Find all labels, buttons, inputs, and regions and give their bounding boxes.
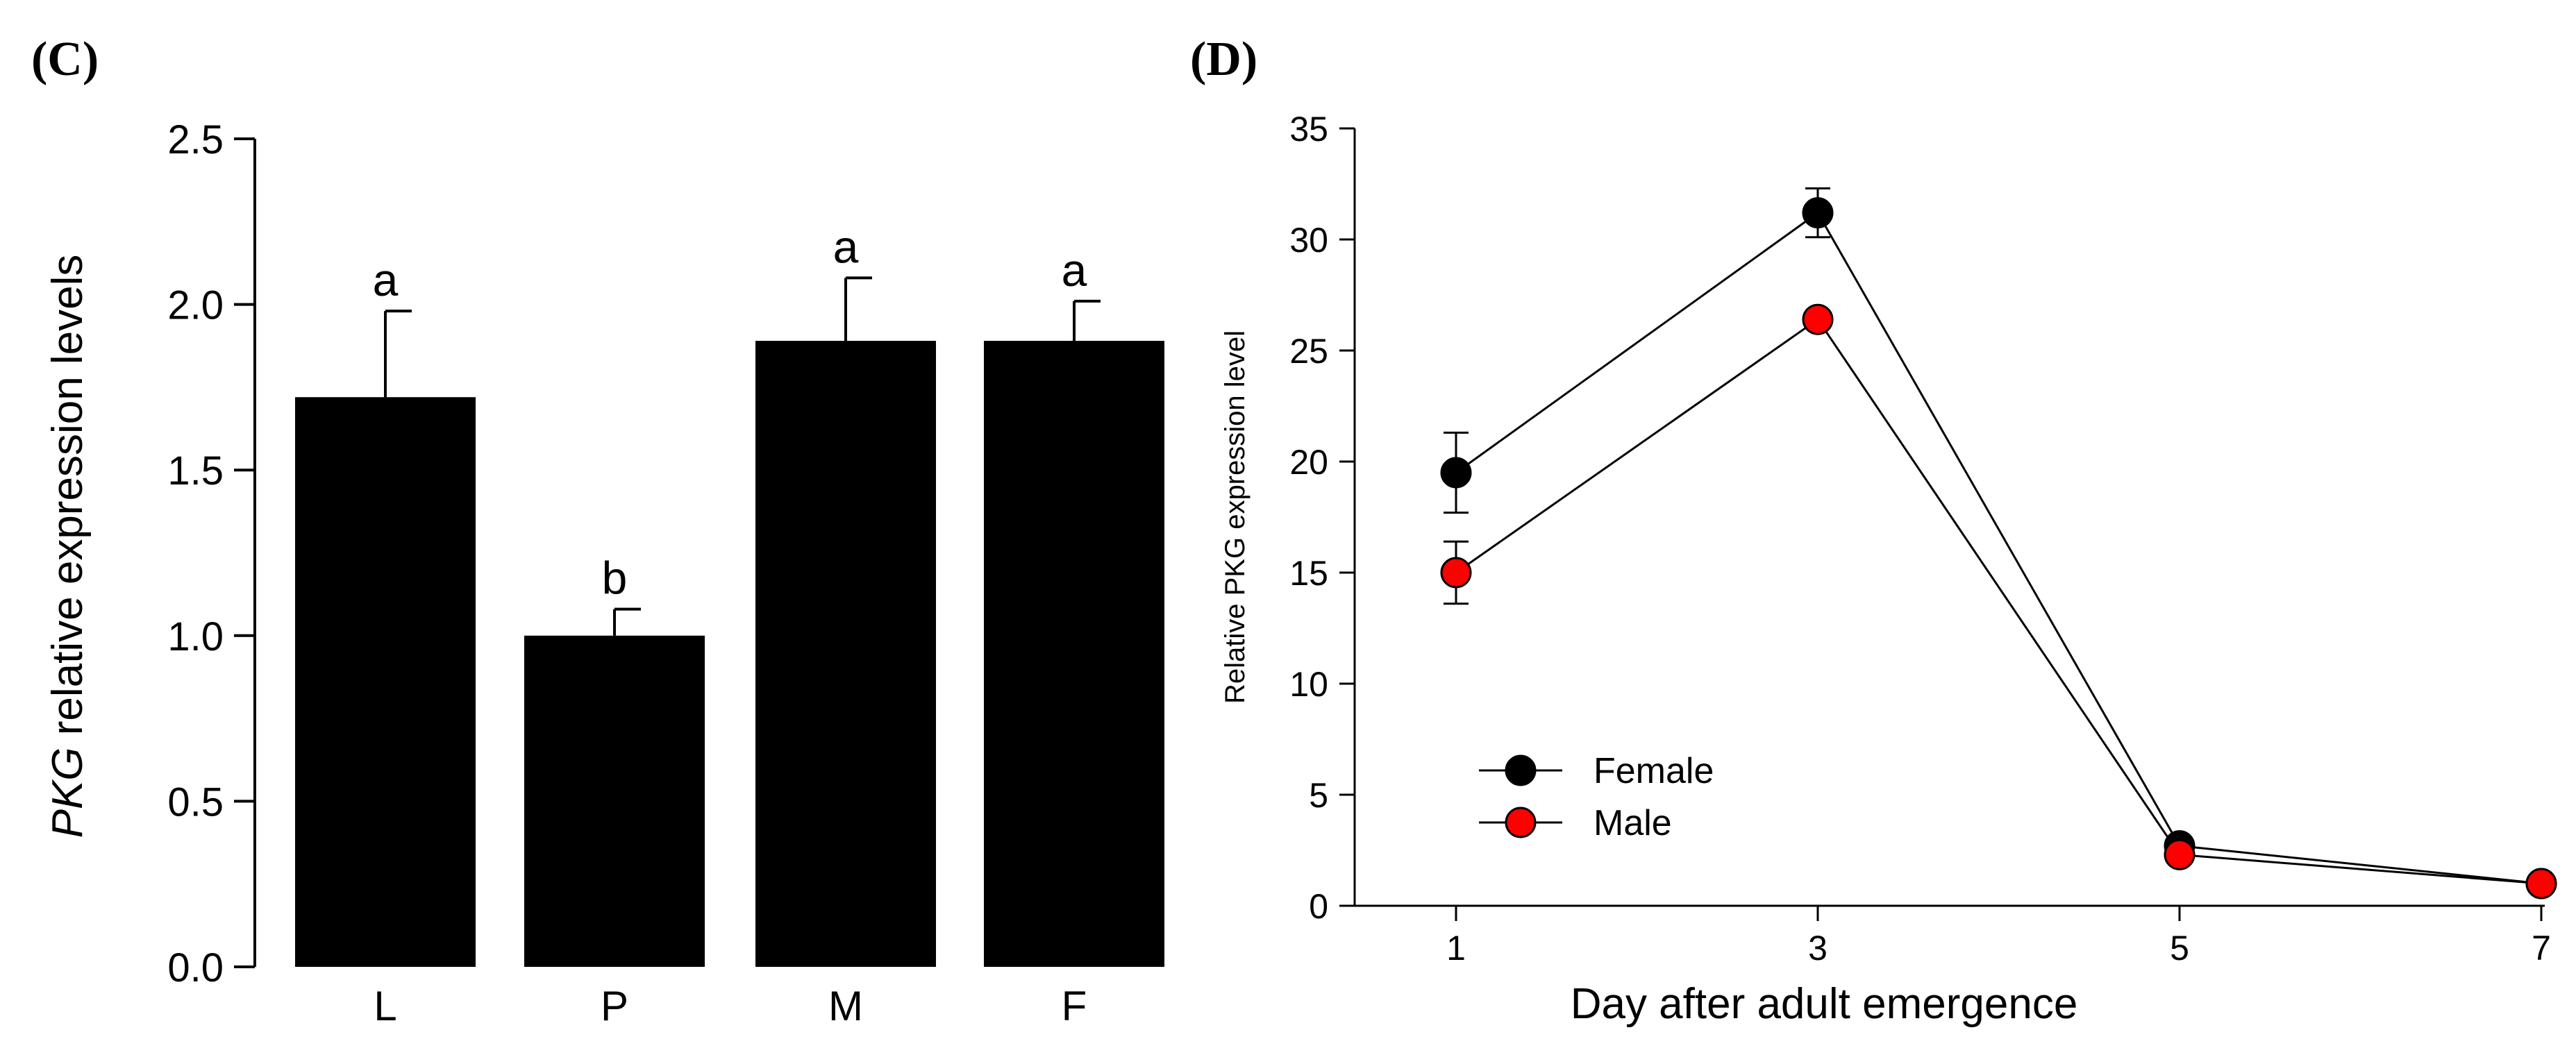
bar-P — [524, 635, 705, 967]
y-tick-label: 0.0 — [167, 945, 224, 990]
y-tick-label: 2.0 — [167, 283, 224, 328]
point-male — [2525, 868, 2557, 900]
y-tick-label: 35 — [1289, 110, 1328, 149]
panel-c-y-label-rest: relative expression levels — [44, 255, 92, 748]
panel-c-plot-area: 0.0 0.5 1.0 1.5 2.0 2.5 a Lb Pa Ma F — [167, 117, 1164, 1029]
series-line-male — [1455, 318, 2542, 885]
point-female — [1802, 197, 1834, 229]
panel-c: (C) PKG relative expression levels 0.00.… — [31, 33, 1164, 1029]
legend-marker-male — [1505, 807, 1537, 838]
y-tick-label: 0 — [1309, 887, 1328, 926]
y-tick-label: 2.5 — [167, 117, 224, 162]
y-tick-label: 25 — [1289, 332, 1328, 371]
significance-label: a — [833, 221, 859, 272]
panel-c-label: (C) — [31, 33, 99, 86]
y-tick-label: 10 — [1289, 665, 1328, 704]
x-tick-label: 7 — [2532, 929, 2551, 968]
x-tick-label: 3 — [1808, 929, 1828, 968]
significance-label: b — [602, 552, 628, 604]
legend-label-female: Female — [1594, 751, 1714, 791]
x-tick-label: 5 — [2170, 929, 2189, 968]
x-tick-label: L — [374, 983, 396, 1029]
panel-d: (D) Relative PKG expression level Day af… — [1190, 33, 2557, 1028]
x-tick-label: F — [1062, 983, 1087, 1029]
y-tick-label: 0.5 — [167, 779, 224, 825]
y-tick-label: 30 — [1289, 221, 1328, 260]
y-tick-label: 15 — [1289, 554, 1328, 593]
y-tick-label: 1.5 — [167, 448, 224, 493]
panel-c-y-axis-label: PKG relative expression levels — [44, 255, 92, 838]
x-tick-label: M — [828, 983, 863, 1029]
bar-F — [984, 341, 1164, 967]
bar-M — [755, 341, 936, 967]
panel-d-legend: Female Male — [1479, 751, 1714, 843]
x-tick-label: P — [601, 983, 628, 1029]
x-tick-label: 1 — [1446, 929, 1466, 968]
bar-L — [295, 397, 476, 967]
y-tick-label: 20 — [1289, 443, 1328, 482]
point-male — [1802, 303, 1834, 335]
legend-marker-female — [1505, 754, 1537, 786]
panel-d-x-axis-label: Day after adult emergence — [1571, 980, 2078, 1028]
panel-c-y-label-italic: PKG — [44, 747, 92, 838]
point-male — [1440, 557, 1472, 589]
panel-d-y-axis-label: Relative PKG expression level — [1220, 330, 1251, 704]
panel-d-label: (D) — [1190, 33, 1257, 86]
significance-label: a — [1062, 244, 1087, 296]
y-tick-label: 5 — [1309, 776, 1328, 815]
legend-label-male: Male — [1594, 803, 1672, 843]
point-male — [2164, 838, 2196, 870]
series-line-female — [1455, 211, 2542, 885]
y-tick-label: 1.0 — [167, 614, 224, 659]
point-female — [1440, 457, 1472, 489]
significance-label: a — [373, 254, 399, 305]
